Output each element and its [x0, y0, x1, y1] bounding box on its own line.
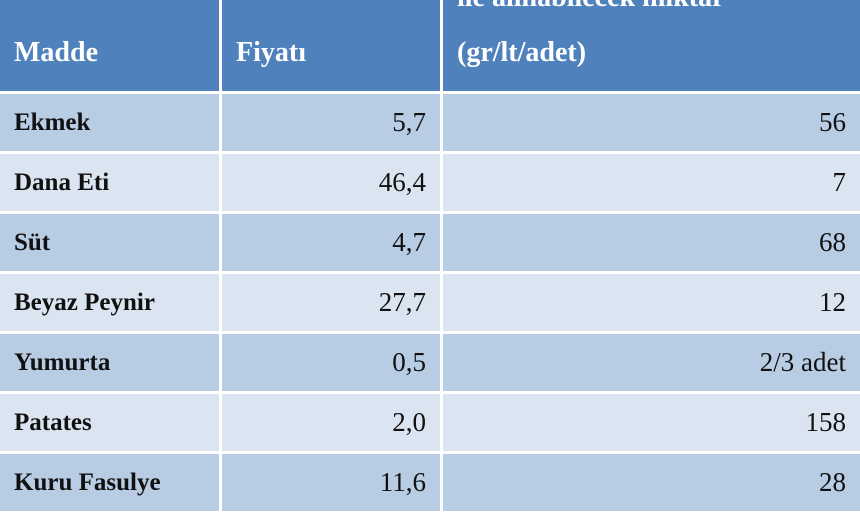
cell-quantity: 7	[832, 167, 847, 197]
cell-quantity: 2/3 adet	[759, 347, 846, 377]
cell-quantity: 28	[819, 467, 846, 497]
header-quantity-label-line2: (gr/lt/adet)	[457, 37, 587, 68]
cell-price: 2,0	[222, 394, 443, 451]
cell-price: 0,5	[222, 334, 443, 391]
cell-item: Süt	[0, 214, 222, 271]
cell-item: Kuru Fasulye	[0, 454, 222, 511]
cell-item: Yumurta	[0, 334, 222, 391]
cell-quantity: 158	[805, 407, 847, 437]
cell-price: 46,4	[222, 154, 443, 211]
table-row: Ekmek 5,7 56	[0, 94, 860, 154]
table-row: Beyaz Peynir 27,7 12	[0, 274, 860, 334]
header-price: Fiyatı	[222, 0, 443, 91]
header-item: Madde	[0, 0, 222, 91]
header-item-label: Madde	[14, 37, 98, 68]
table-row: Kuru Fasulye 11,6 28	[0, 454, 860, 514]
cell-quantity: 12	[819, 287, 846, 317]
cell-price: 27,7	[222, 274, 443, 331]
table-header: Madde Fiyatı ile alınabilecek miktar (gr…	[0, 0, 860, 94]
cell-item: Beyaz Peynir	[0, 274, 222, 331]
cell-price: 11,6	[222, 454, 443, 511]
cell-item: Patates	[0, 394, 222, 451]
table-row: Süt 4,7 68	[0, 214, 860, 274]
cell-price: 4,7	[222, 214, 443, 271]
table-row: Patates 2,0 158	[0, 394, 860, 454]
header-price-label: Fiyatı	[236, 37, 306, 68]
header-quantity-label-line1: ile alınabilecek miktar	[457, 0, 725, 14]
table-row: Yumurta 0,5 2/3 adet	[0, 334, 860, 394]
cell-quantity: 68	[819, 227, 846, 257]
header-quantity: ile alınabilecek miktar (gr/lt/adet)	[443, 0, 860, 91]
table-row: Dana Eti 46,4 7	[0, 154, 860, 214]
cell-item: Ekmek	[0, 94, 222, 151]
cell-quantity: 56	[819, 107, 846, 137]
cell-item: Dana Eti	[0, 154, 222, 211]
cell-price: 5,7	[222, 94, 443, 151]
